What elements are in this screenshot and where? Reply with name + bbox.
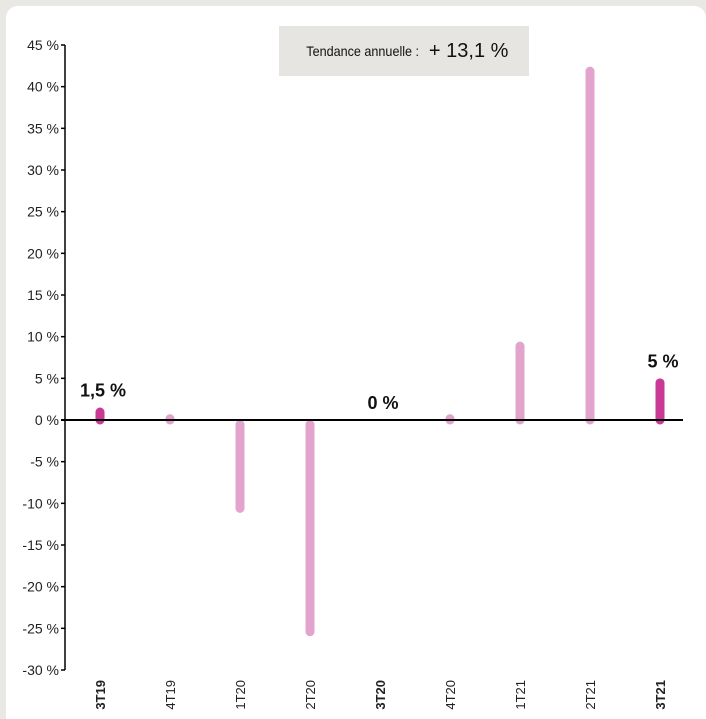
y-tick-label: 35 % [27,120,59,136]
trend-label: Tendance annuelle : [305,43,419,59]
y-tick-label: 20 % [27,245,59,261]
data-label-3t21: 5 % [647,351,678,371]
x-label-1t21: 1T21 [513,680,528,710]
x-label-1t20: 1T20 [233,680,248,710]
x-label-3t20: 3T20 [373,680,388,710]
y-tick-label: -20 % [22,579,59,595]
data-label-3t19: 1,5 % [80,381,126,401]
bar-1t21 [515,341,525,425]
y-tick-label: 40 % [27,79,59,95]
y-axis: 45 % 40 % 35 % 30 % 25 % 20 % 15 % 10 % 5 % 0 % -5… [22,37,66,678]
x-label-2t20: 2T20 [303,680,318,710]
y-tick-label: -30 % [22,662,59,678]
y-tick-label: 25 % [27,204,59,220]
trend-box: Tendance annuelle : + 13,1 % [279,26,529,76]
y-tick-label: -15 % [22,537,59,553]
bar-2t21 [585,66,595,425]
data-labels: 1,5 % 0 % 5 % [80,351,679,413]
bar-2t20 [305,420,315,637]
x-axis-labels: 3T19 4T19 1T20 2T20 3T20 4T20 1T21 2T21 3T21 [93,680,668,710]
y-tick-label: -5 % [30,454,59,470]
y-tick-label: 45 % [27,37,59,53]
y-tick-label: 15 % [27,287,59,303]
data-label-3t20: 0 % [367,393,398,413]
y-tick-label: 0 % [35,412,59,428]
trend-value: + 13,1 % [428,39,509,62]
y-tick-label: 30 % [27,162,59,178]
y-tick-label: -10 % [22,495,59,511]
bar-1t20 [235,420,245,513]
bar-3t19 [95,407,105,425]
x-label-4t19: 4T19 [163,680,178,710]
y-tick-label: -25 % [22,620,59,636]
x-label-2t21: 2T21 [583,680,598,710]
y-tick-label: 10 % [27,329,59,345]
x-label-3t21: 3T21 [653,680,668,710]
x-label-3t19: 3T19 [93,680,108,710]
x-label-4t20: 4T20 [443,680,458,710]
bars [95,66,665,637]
bar-3t21 [655,378,665,425]
y-tick-label: 5 % [35,370,59,386]
